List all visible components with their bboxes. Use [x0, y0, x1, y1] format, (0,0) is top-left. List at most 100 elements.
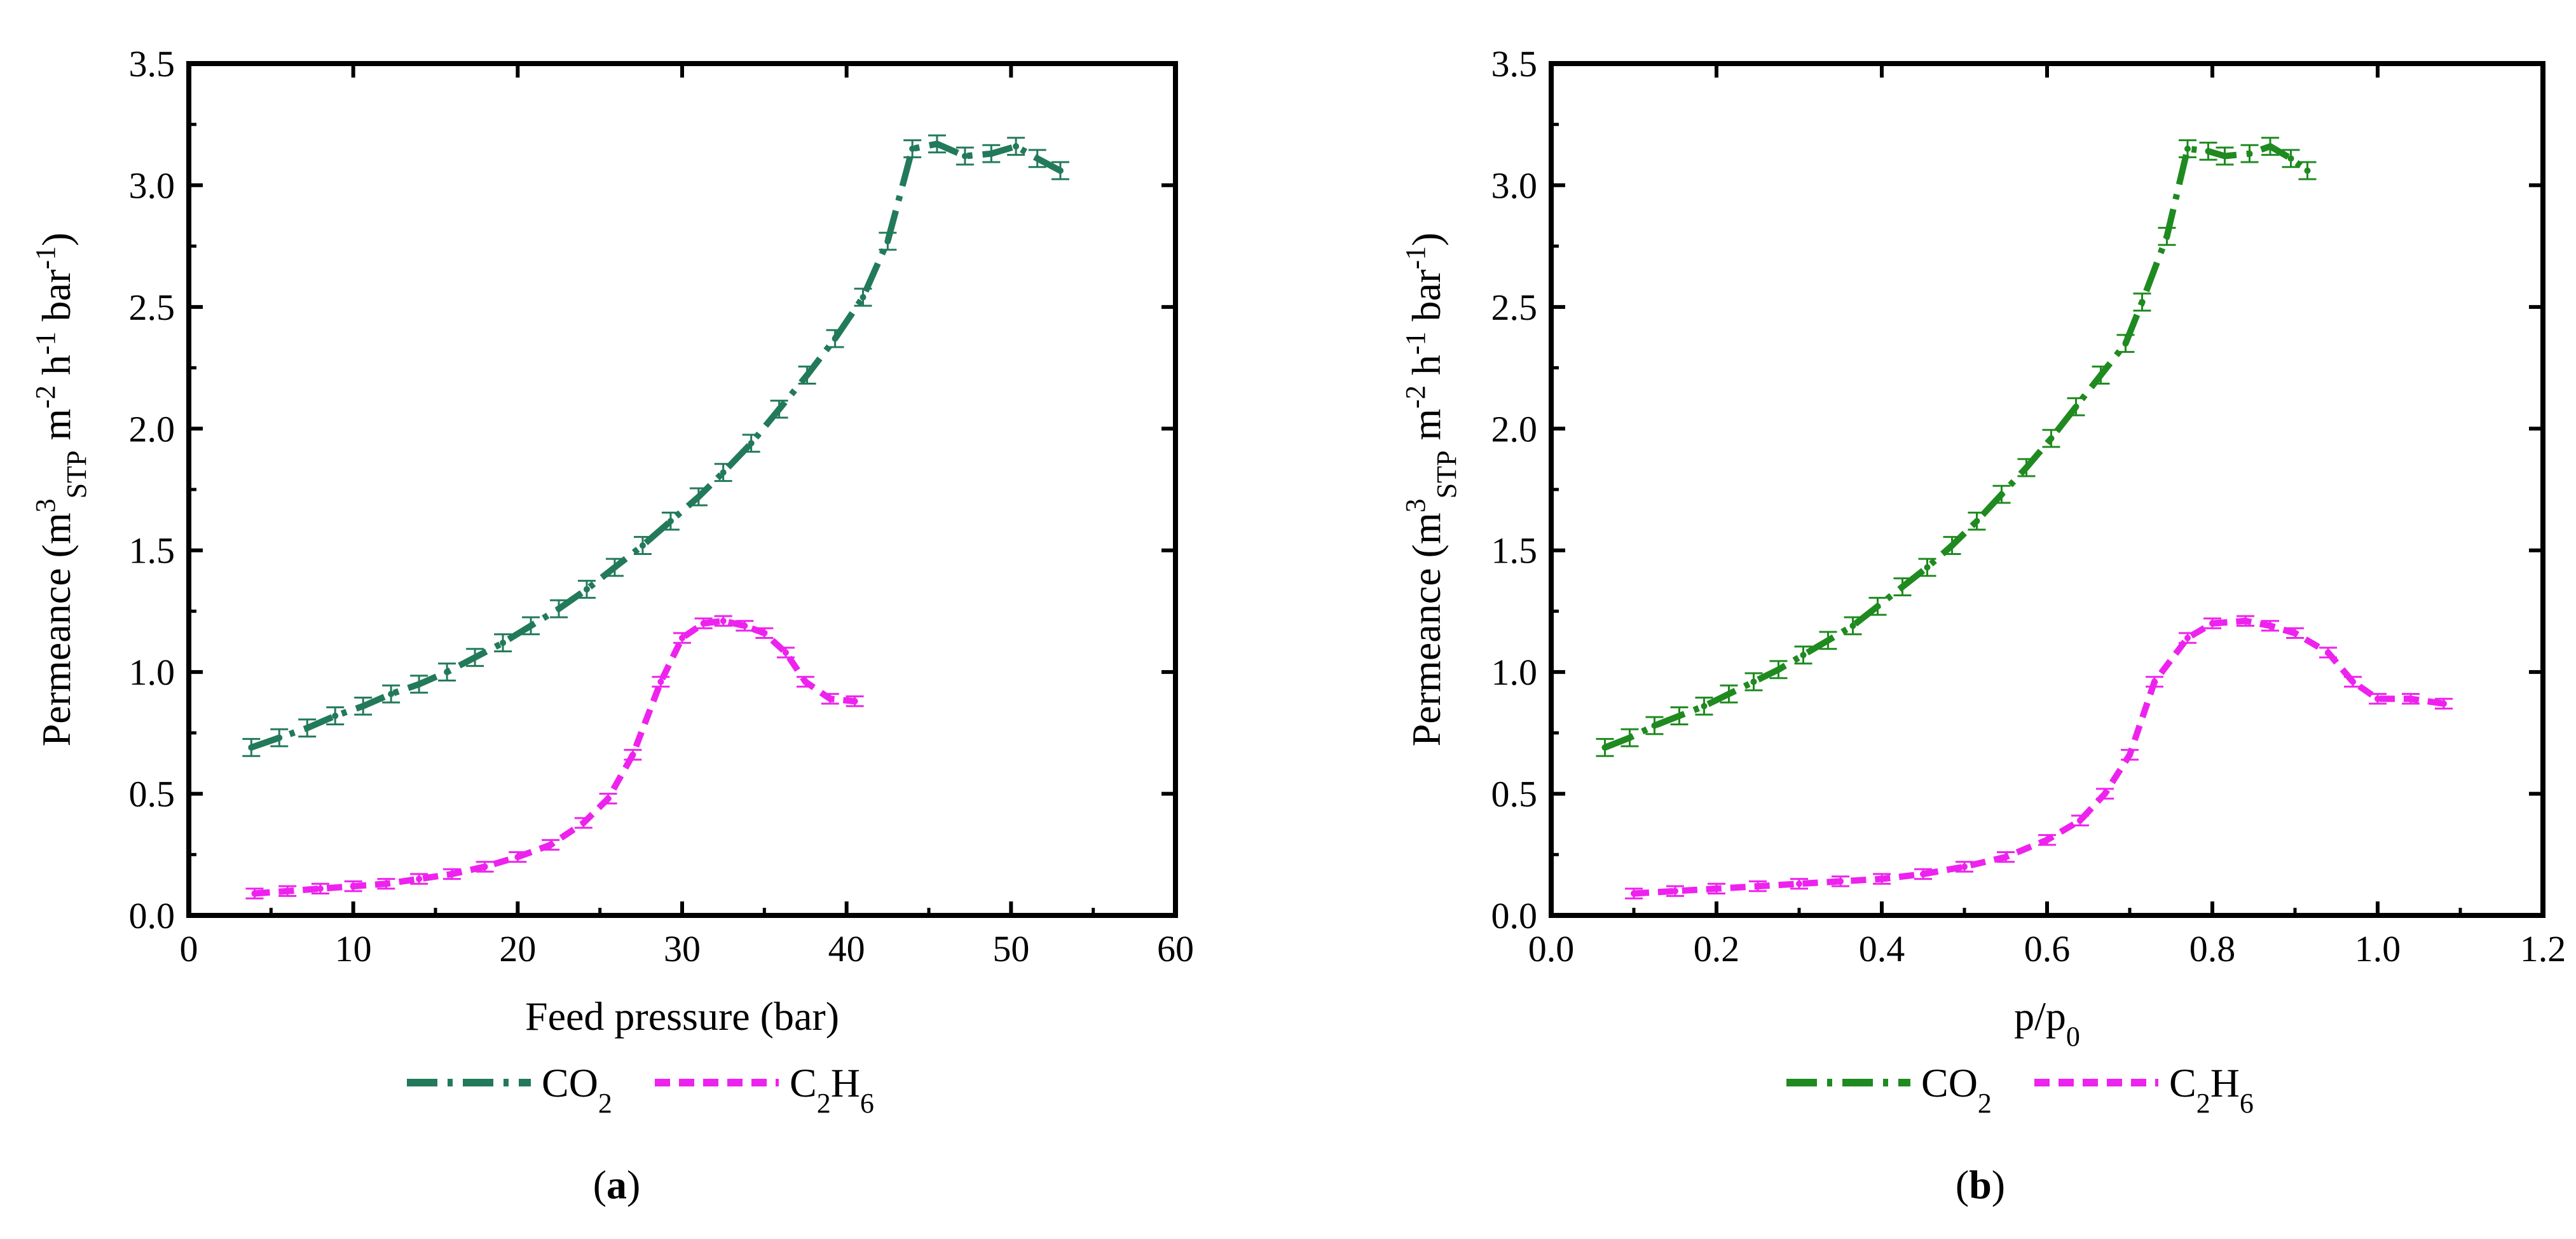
- panel-b-co2-point: [1868, 596, 1887, 616]
- panel-b-co2-point: [2158, 226, 2176, 246]
- data-marker: [1057, 167, 1064, 174]
- data-marker: [700, 620, 707, 627]
- data-marker: [2304, 167, 2311, 174]
- panel-b-y-tick-label: 3.0: [1491, 165, 1538, 206]
- data-marker: [2292, 629, 2298, 636]
- panel-a-y-tick-label: 1.5: [129, 530, 175, 572]
- panel-b-c2h6-point: [2369, 693, 2387, 705]
- data-marker: [1879, 875, 1885, 882]
- panel-b-x-tick-label: 0.6: [2024, 928, 2071, 969]
- data-marker: [1651, 722, 1658, 729]
- panel-a-label: (a): [593, 1162, 641, 1207]
- panel-a-co2-point: [298, 718, 317, 738]
- data-marker: [1899, 584, 1906, 591]
- panel-a-co2-point: [1007, 137, 1025, 156]
- data-marker: [388, 690, 395, 697]
- panel-a-c2h6-point: [509, 851, 527, 863]
- panel-a-c2h6-point: [377, 878, 395, 890]
- panel-a-c2h6-point: [755, 627, 774, 640]
- panel-b-c2h6-point: [1790, 878, 1808, 890]
- panel-b-co2-point: [2116, 334, 2135, 353]
- panel-b-c2h6-point: [2344, 676, 2362, 688]
- data-marker: [2374, 695, 2381, 702]
- panel-a-plot-frame: [186, 61, 1178, 918]
- panel-a-x-tick-label: 30: [664, 928, 701, 969]
- data-marker: [1672, 887, 1678, 894]
- data-marker: [1755, 883, 1761, 890]
- data-marker: [1973, 517, 1980, 524]
- data-marker: [360, 702, 367, 709]
- panel-a-legend: CO2 C2H6: [407, 1060, 874, 1119]
- data-marker: [1676, 713, 1683, 720]
- panel-a-y-tick-label: 0.0: [129, 895, 175, 936]
- data-marker: [1713, 885, 1720, 892]
- panel-a-co2-point: [577, 580, 596, 599]
- data-marker: [629, 751, 636, 758]
- panel-a-co2-point: [466, 648, 484, 667]
- data-marker: [2246, 150, 2253, 157]
- data-marker: [448, 870, 455, 877]
- data-marker: [2097, 372, 2104, 379]
- panel-a-co2-point: [770, 399, 788, 419]
- panel-a-y-axis-title: Permeance (m3STP m-2 h-1 bar-1): [30, 233, 92, 746]
- panel-a-co2-point: [982, 144, 1001, 163]
- panel-b-c2h6-point: [1749, 880, 1767, 893]
- panel-b-y-tick-label: 3.5: [1491, 43, 1538, 85]
- data-marker: [695, 493, 702, 500]
- data-marker: [720, 469, 727, 476]
- data-marker: [933, 140, 940, 147]
- panel-b-c2h6-point: [1997, 851, 2015, 863]
- panel-a-c2h6-series-line: [254, 617, 856, 897]
- panel-b-label: (b): [1956, 1162, 2005, 1207]
- panel-a-y-tick-label: 0.5: [129, 774, 175, 815]
- data-marker: [248, 744, 255, 751]
- data-marker: [2139, 299, 2146, 306]
- panel-a-co2-point: [956, 146, 974, 166]
- panel-a-c2h6-point: [652, 676, 670, 688]
- data-marker: [500, 640, 507, 647]
- panel-a-co2-point: [605, 558, 624, 577]
- data-marker: [284, 887, 291, 894]
- data-marker: [1924, 564, 1931, 571]
- data-marker: [961, 153, 968, 160]
- data-marker: [416, 681, 423, 688]
- panel-b-co2-point: [2067, 397, 2085, 416]
- panel-b-co2-point: [1968, 511, 1986, 531]
- panel-a-co2-point: [826, 329, 844, 348]
- panel-a-c2h6-point: [410, 873, 428, 885]
- data-marker: [1775, 666, 1782, 673]
- data-marker: [1849, 622, 1856, 629]
- panel-b-co2-point: [1645, 716, 1664, 736]
- data-marker: [611, 564, 618, 571]
- panel-a-co2-point: [903, 139, 922, 158]
- panel-b-y-tick-label: 2.0: [1491, 408, 1538, 449]
- panel-a-co2-point: [270, 728, 289, 748]
- panel-b-co2-point: [1620, 728, 1639, 748]
- panel-a-co2-point: [714, 463, 732, 483]
- panel-a-c2h6-point: [624, 749, 642, 761]
- panel-a-c2h6-point: [797, 676, 814, 688]
- data-marker: [667, 517, 674, 524]
- data-marker: [761, 629, 768, 636]
- panel-a-c2h6-point: [736, 620, 754, 632]
- data-marker: [2122, 340, 2129, 347]
- data-marker: [514, 854, 521, 861]
- panel-a-x-tick-label: 40: [828, 928, 865, 969]
- data-marker: [2023, 464, 2030, 471]
- data-marker: [1920, 870, 1926, 877]
- panel-a-co2-point: [879, 231, 897, 251]
- data-marker: [2003, 854, 2009, 861]
- data-marker: [2077, 817, 2083, 824]
- panel-b: 0.0 0.2 0.4 0.6 0.8 1.0 1.2 0.0 0.5 1.0 1.5 2.0 2.5 3…: [1400, 43, 2566, 1207]
- panel-b-co2-point: [1769, 660, 1788, 680]
- panel-b-ticks: 0.0 0.2 0.4 0.6 0.8 1.0 1.2 0.0 0.5 1.0 1.5 2.0 2.5 3…: [1491, 43, 2566, 969]
- panel-b-co2-point: [2261, 137, 2279, 156]
- data-marker: [1796, 880, 1802, 887]
- data-marker: [832, 335, 839, 342]
- panel-a-y-tick-label: 1.0: [129, 652, 175, 693]
- panel-b-c2h6-point: [1708, 882, 1725, 895]
- panel-b-c2h6-point: [2071, 814, 2089, 826]
- panel-b-co2-point: [1943, 536, 1961, 555]
- panel-a-y-tick-label: 2.5: [129, 287, 175, 328]
- panel-b-x-axis-title: p/p0: [2014, 994, 2080, 1052]
